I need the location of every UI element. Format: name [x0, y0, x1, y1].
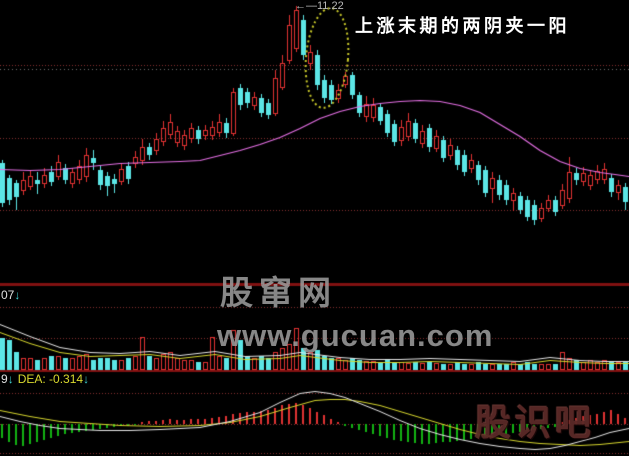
chart-canvas[interactable]	[0, 0, 629, 456]
stock-chart-window: ←—11.22 上涨末期的两阴夹一阳 07↓ 9↓ DEA: -0.314↓ 股窜…	[0, 0, 629, 456]
